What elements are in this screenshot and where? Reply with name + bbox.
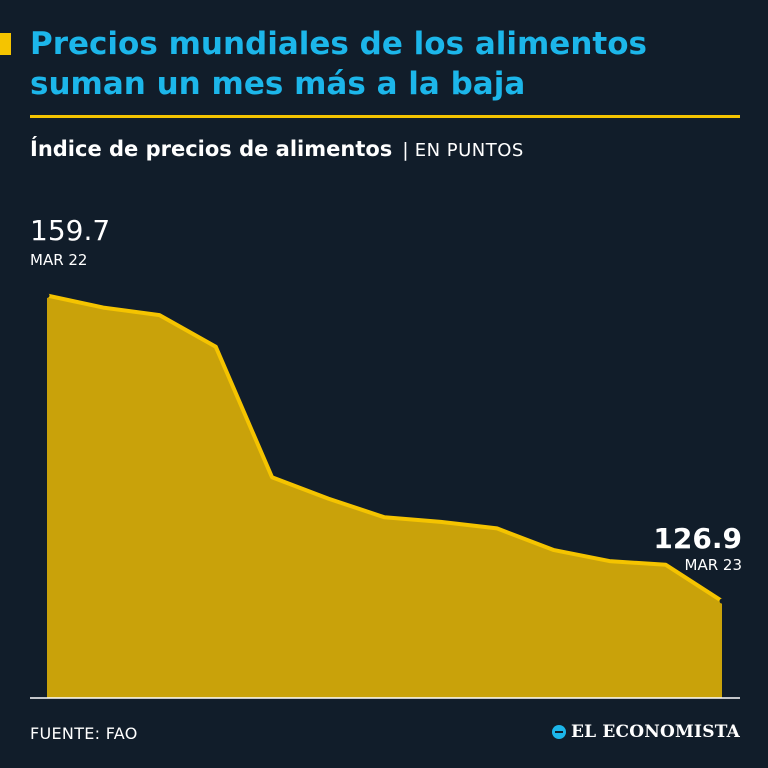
- page-title: Precios mundiales de los alimentos suman…: [30, 26, 647, 102]
- title-divider: [30, 115, 740, 118]
- brand-mark-icon: [551, 725, 566, 739]
- data-point: [44, 293, 50, 298]
- subtitle-main: Índice de precios de alimentos: [30, 137, 393, 161]
- subtitle-unit: EN PUNTOS: [414, 140, 524, 161]
- subtitle-separator: |: [402, 139, 409, 161]
- data-point: [719, 598, 725, 604]
- brand-name: EL ECONOMISTA: [570, 722, 740, 742]
- start-value-label: 159.7: [30, 214, 111, 247]
- accent-bar: [0, 33, 11, 55]
- area-fill: [47, 295, 722, 698]
- chart-subtitle: Índice de precios de alimentos | EN PUNTOS: [30, 137, 524, 161]
- end-value-label: 126.9: [653, 522, 742, 555]
- brand-logo: EL ECONOMISTA: [551, 722, 740, 742]
- end-date-label: MAR 23: [684, 556, 742, 574]
- start-date-label: MAR 22: [30, 251, 88, 269]
- source-note: FUENTE: FAO: [30, 724, 138, 743]
- series-line: [45, 293, 724, 604]
